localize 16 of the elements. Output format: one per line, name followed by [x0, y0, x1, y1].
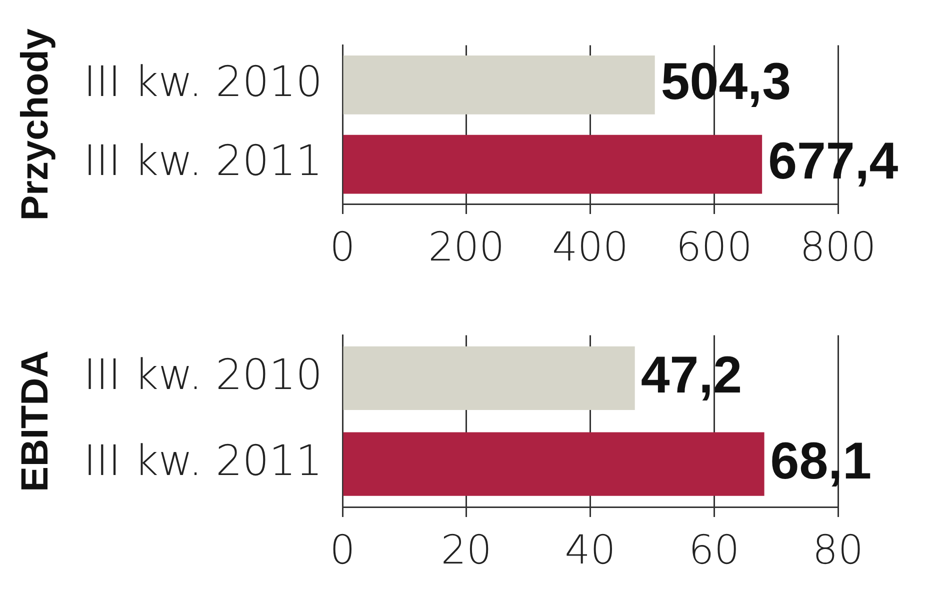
y-axis-title: EBITDA — [14, 350, 56, 492]
x-tick-label: 40 — [564, 527, 616, 574]
y-tick-label: III kw. 2011 — [84, 436, 323, 485]
y-axis-title: Przychody — [14, 28, 56, 221]
x-tick-label: 200 — [428, 224, 505, 270]
y-tick-label: III kw. 2010 — [84, 56, 323, 106]
x-tick-label: 80 — [812, 527, 864, 574]
y-tick-label: III kw. 2011 — [84, 136, 323, 186]
x-tick-label: 400 — [552, 224, 628, 270]
x-tick-label: 0 — [330, 224, 356, 270]
x-tick-label: 0 — [330, 527, 356, 574]
y-tick-label: III kw. 2010 — [84, 350, 323, 400]
x-tick-label: 20 — [440, 527, 492, 574]
x-tick-label: 600 — [676, 224, 752, 270]
x-tick-label: 60 — [688, 527, 740, 574]
x-tick-label: 800 — [800, 224, 876, 270]
